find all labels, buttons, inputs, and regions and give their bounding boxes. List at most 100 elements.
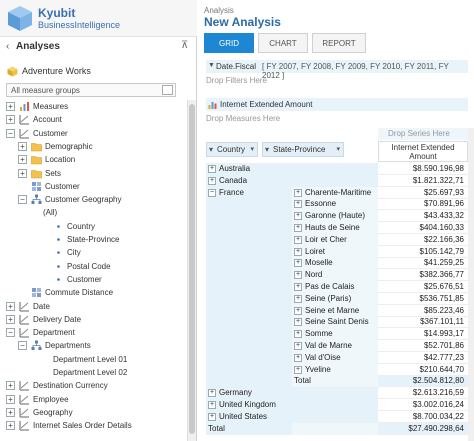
value-cell[interactable]: $42.777,23 — [378, 352, 468, 364]
column-filter-bar[interactable]: ▼ Date.Fiscal [ FY 2007, FY 2008, FY 200… — [206, 60, 468, 80]
value-cell[interactable]: $382.366,77 — [378, 269, 468, 282]
value-cell[interactable]: $43.433,32 — [378, 210, 468, 223]
tree-node[interactable]: City — [0, 246, 186, 259]
state-cell[interactable]: + Val de Marne — [292, 340, 378, 352]
country-cell[interactable]: + United Kingdom — [206, 399, 292, 411]
value-cell[interactable]: $14.993,17 — [378, 328, 468, 341]
country-cell[interactable] — [206, 375, 292, 388]
expand-icon[interactable]: + — [18, 141, 27, 151]
measures-bar[interactable]: Internet Extended Amount — [206, 98, 468, 111]
tab-grid[interactable]: GRID — [204, 33, 254, 53]
expand-icon[interactable]: + — [208, 165, 216, 173]
tab-report[interactable]: REPORT — [312, 33, 366, 53]
value-cell[interactable]: $1.821.322,71 — [378, 175, 468, 187]
tree-node[interactable]: − Department — [0, 326, 186, 339]
state-cell[interactable]: + Loiret — [292, 245, 378, 258]
expand-icon[interactable]: + — [294, 294, 302, 303]
state-cell[interactable]: + Moselle — [292, 257, 378, 270]
drop-measures-zone[interactable]: Drop Measures Here — [206, 113, 468, 125]
expand-icon[interactable]: + — [6, 102, 15, 111]
tree-node[interactable]: Postal Code — [0, 260, 186, 273]
value-cell[interactable]: $536.751,85 — [378, 293, 468, 305]
country-cell[interactable] — [206, 257, 292, 270]
expand-icon[interactable]: + — [294, 212, 302, 221]
value-cell[interactable]: $41.259,25 — [378, 257, 468, 270]
value-cell[interactable]: $70.891,96 — [378, 198, 468, 211]
country-cell[interactable]: + Australia — [206, 163, 292, 175]
country-cell[interactable] — [206, 233, 292, 246]
country-cell[interactable] — [206, 281, 292, 293]
country-cell[interactable]: + United States — [206, 410, 292, 423]
state-cell[interactable]: + Seine (Paris) — [292, 292, 378, 305]
expand-icon[interactable]: + — [294, 353, 302, 362]
expand-icon[interactable]: + — [6, 115, 15, 125]
drop-filters-zone[interactable]: Drop Filters Here — [206, 75, 468, 87]
expand-icon[interactable]: + — [208, 176, 216, 185]
value-cell[interactable]: $8.590.196,98 — [378, 163, 468, 175]
state-cell[interactable]: + Seine et Marne — [292, 304, 378, 317]
value-cell[interactable]: $85.223,46 — [378, 305, 468, 317]
country-cell[interactable]: + Germany — [206, 387, 292, 400]
collapse-icon[interactable]: − — [6, 328, 15, 338]
tree-node[interactable]: + Sets — [0, 167, 186, 180]
expand-icon[interactable]: + — [6, 407, 15, 417]
value-cell[interactable]: $22.166,36 — [378, 234, 468, 246]
value-cell[interactable]: $367.101,11 — [378, 316, 468, 329]
cube-selector[interactable]: Adventure Works — [0, 64, 197, 80]
expand-icon[interactable]: + — [294, 283, 302, 291]
value-cell[interactable]: $27.490.298,64 — [378, 422, 468, 435]
row-header-state[interactable]: ▾ State-Province ▾ — [262, 142, 344, 157]
tree-node[interactable]: + Account — [0, 113, 186, 126]
expand-icon[interactable]: + — [208, 412, 216, 421]
grid-scrollbar[interactable] — [468, 128, 474, 441]
value-cell[interactable]: $210.644,70 — [378, 364, 468, 376]
collapse-icon[interactable]: − — [208, 188, 216, 197]
tree-node[interactable]: + Demographic — [0, 140, 186, 153]
expand-icon[interactable]: + — [6, 421, 15, 431]
state-cell[interactable]: + Garonne (Haute) — [292, 210, 378, 223]
expand-icon[interactable]: + — [208, 389, 216, 398]
state-cell[interactable] — [292, 387, 378, 400]
state-cell[interactable]: + Seine Saint Denis — [292, 316, 378, 329]
country-cell[interactable] — [206, 198, 292, 211]
country-cell[interactable] — [206, 328, 292, 341]
value-cell[interactable]: $25.697,93 — [378, 187, 468, 199]
dropdown-icon[interactable]: ▾ — [250, 146, 254, 153]
expand-icon[interactable]: + — [294, 342, 302, 350]
value-cell[interactable]: $3.002.016,24 — [378, 399, 468, 411]
expand-icon[interactable]: + — [294, 318, 302, 327]
country-cell[interactable] — [206, 210, 292, 223]
expand-icon[interactable]: + — [18, 155, 27, 165]
tree-node[interactable]: Department Level 01 — [0, 353, 186, 366]
state-cell[interactable] — [292, 410, 378, 423]
tree-node[interactable]: − Departments — [0, 339, 186, 352]
value-cell[interactable]: $404.160,33 — [378, 222, 468, 234]
drop-series-zone[interactable]: Drop Series Here — [378, 128, 468, 140]
tree-node[interactable]: − Customer — [0, 127, 186, 140]
tree-node[interactable]: − Customer Geography — [0, 193, 186, 206]
tree-node[interactable]: + Delivery Date — [0, 313, 186, 326]
tree-node[interactable]: State-Province — [0, 233, 186, 246]
country-cell[interactable]: + Canada — [206, 174, 292, 187]
country-cell[interactable] — [206, 292, 292, 305]
state-cell[interactable]: + Somme — [292, 328, 378, 341]
chevron-down-icon[interactable]: ▼ — [208, 62, 215, 69]
country-cell[interactable] — [206, 340, 292, 352]
tree-node[interactable]: (All) — [0, 206, 186, 219]
tree-node[interactable]: + Employee — [0, 393, 186, 406]
tree-node[interactable]: Commute Distance — [0, 286, 186, 299]
tree-node[interactable]: + Date — [0, 300, 186, 313]
expand-icon[interactable]: + — [294, 224, 302, 232]
expand-icon[interactable]: + — [294, 365, 302, 374]
filter-icon[interactable] — [162, 85, 173, 95]
measure-column-header[interactable]: Internet Extended Amount — [378, 141, 468, 162]
state-cell[interactable]: + Charente-Maritime — [292, 186, 378, 199]
country-cell[interactable]: Total — [206, 422, 292, 435]
state-cell[interactable] — [292, 422, 378, 435]
value-cell[interactable]: $105.142,79 — [378, 246, 468, 258]
expand-icon[interactable]: + — [294, 200, 302, 209]
expand-icon[interactable]: + — [6, 314, 15, 324]
tree-node[interactable]: Customer — [0, 273, 186, 286]
expand-icon[interactable]: + — [6, 394, 15, 404]
state-cell[interactable]: + Yveline — [292, 363, 378, 376]
